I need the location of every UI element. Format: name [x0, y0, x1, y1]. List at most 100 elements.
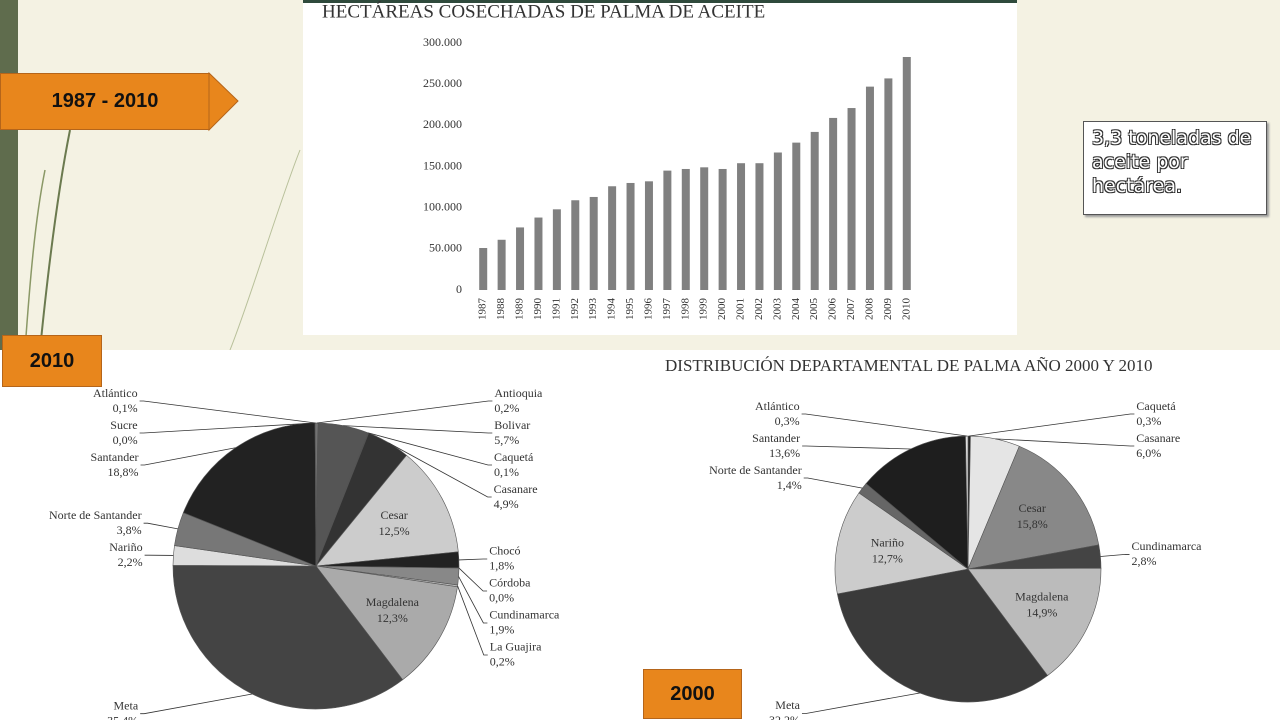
slice-value-label: 0,2%: [490, 655, 515, 669]
slice-value-label: 18,8%: [108, 465, 139, 479]
bar: [516, 227, 525, 290]
bar: [644, 181, 653, 290]
bar: [479, 248, 488, 290]
x-tick-label: 2009: [882, 298, 894, 321]
x-tick-label: 1987: [477, 298, 489, 321]
slice-label: Atlántico: [93, 386, 138, 400]
x-tick-label: 1994: [606, 298, 618, 321]
decor-line: [229, 149, 301, 351]
leader-line: [139, 422, 316, 434]
slice-label: La Guajira: [490, 640, 542, 654]
year-tag: 2000: [643, 669, 742, 719]
leader-line: [140, 447, 236, 466]
slice-label: Caquetá: [494, 450, 534, 464]
y-tick-label: 300.000: [423, 35, 462, 49]
x-tick-label: 1998: [679, 298, 691, 321]
slice-label: Casanare: [1136, 431, 1180, 445]
note-box: 3,3 toneladas de aceite por hectárea.: [1083, 121, 1267, 215]
decor-line: [39, 129, 71, 351]
slice-label: Magdalena: [1015, 589, 1069, 603]
y-tick-label: 100.000: [423, 199, 462, 213]
pie-slice: [172, 565, 404, 710]
slice-label: Norte de Santander: [49, 508, 142, 522]
slice-value-label: 0,1%: [494, 465, 519, 479]
slice-label: Norte de Santander: [709, 463, 802, 477]
panel-border: [303, 0, 1017, 3]
x-tick-label: 2007: [845, 298, 857, 321]
x-tick-label: 1997: [661, 298, 673, 321]
slice-label: Cesar: [1019, 501, 1046, 515]
bar: [718, 168, 727, 290]
leader-line: [458, 558, 488, 561]
x-tick-label: 1992: [569, 298, 581, 320]
bar: [810, 131, 819, 290]
year-tag: 2010: [2, 335, 102, 387]
slice-value-label: 12,7%: [872, 552, 903, 566]
slice-value-label: 12,3%: [377, 611, 408, 625]
slice-label: Cesar: [380, 508, 407, 522]
chart-title: DISTRIBUCIÓN DEPARTAMENTAL DE PALMA AÑO …: [665, 356, 1153, 375]
slice-value-label: 35,4%: [107, 713, 138, 720]
slice-label: Nariño: [871, 536, 904, 550]
slice-value-label: 3,8%: [117, 523, 142, 537]
slice-label: Cundinamarca: [1132, 539, 1203, 553]
bar: [552, 209, 561, 290]
bar: [608, 186, 617, 290]
slice-value-label: 1,9%: [489, 623, 514, 637]
pie-slice: [315, 565, 458, 681]
slice-value-label: 2,2%: [118, 555, 143, 569]
slice-value-label: 15,8%: [1017, 517, 1048, 531]
x-tick-label: 1993: [587, 298, 599, 321]
leader-line: [802, 445, 911, 450]
slice-label: Córdoba: [489, 576, 531, 590]
pie-slice: [834, 492, 969, 595]
leader-line: [801, 413, 967, 437]
leader-line: [316, 400, 493, 424]
slice-value-label: 4,9%: [494, 497, 519, 511]
x-tick-label: 2006: [827, 298, 839, 321]
slice-label: Bolivar: [494, 418, 530, 432]
x-tick-label: 2002: [753, 298, 765, 320]
bar: [829, 117, 838, 290]
slice-value-label: 32,2%: [769, 713, 800, 720]
leader-line: [343, 425, 493, 434]
slice-label: Chocó: [489, 544, 520, 558]
slice-value-label: 0,2%: [494, 401, 519, 415]
y-tick-label: 200.000: [423, 117, 462, 131]
slice-label: Meta: [114, 698, 139, 712]
slice-label: Sucre: [110, 418, 137, 432]
slice-value-label: 6,0%: [1136, 446, 1161, 460]
bar: [534, 217, 543, 290]
slice-label: Caquetá: [1136, 399, 1176, 413]
x-tick-label: 1989: [514, 298, 526, 321]
y-tick-label: 50.000: [429, 241, 462, 255]
pie-slice: [967, 567, 1102, 677]
bar: [589, 196, 598, 290]
leader-line: [458, 576, 488, 624]
leader-line: [139, 400, 316, 424]
bar: [792, 142, 801, 290]
bar: [737, 163, 746, 290]
pie-slice: [837, 568, 1048, 703]
leader-line: [458, 567, 488, 592]
x-tick-label: 1991: [550, 298, 562, 320]
leader-line: [457, 585, 488, 656]
bar-panel: [303, 0, 1017, 335]
x-tick-label: 2004: [790, 298, 802, 321]
bar: [700, 167, 709, 290]
leader-line: [1100, 554, 1130, 557]
slice-label: Cundinamarca: [489, 608, 560, 622]
bar: [847, 108, 856, 290]
slice-label: Magdalena: [366, 595, 420, 609]
y-tick-label: 150.000: [423, 158, 462, 172]
slice-value-label: 13,6%: [769, 446, 800, 460]
period-tag: 1987 - 2010: [0, 73, 210, 130]
decor-line: [24, 169, 46, 351]
bar: [773, 152, 782, 290]
slice-label: Casanare: [494, 482, 538, 496]
x-tick-label: 1990: [532, 298, 544, 321]
slice-label: Atlántico: [755, 399, 800, 413]
slice-value-label: 1,4%: [777, 478, 802, 492]
leader-line: [969, 413, 1135, 437]
bar: [865, 86, 874, 291]
